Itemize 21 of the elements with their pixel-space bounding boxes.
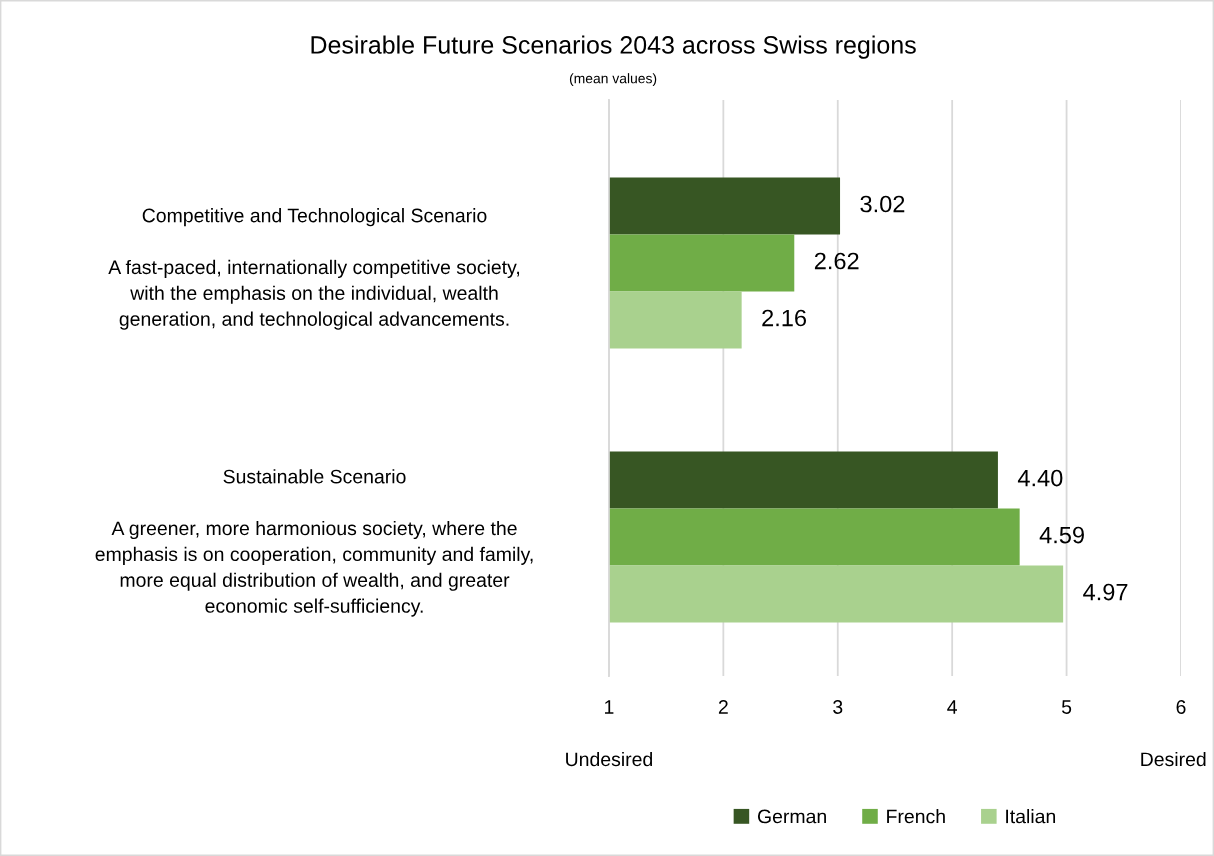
x-tick-label: 3 (833, 700, 843, 714)
data-label: 3.02 (860, 195, 905, 213)
category-label: Sustainable Scenario A greener, more harmonious society, where the emphasis is on cooperation, community and family, more equal distribution of wealth, and greater economic self-sufficiency. (95, 469, 533, 617)
chart-title: Desirable Future Scenarios 2043 across Swiss regions (311, 35, 916, 59)
text: Undesired (566, 751, 653, 767)
legend-label: Italian (1006, 809, 1056, 824)
data-label: 2.16 (762, 309, 807, 327)
chart-subtitle: (mean values) (569, 73, 657, 87)
data-label: 4.59 (1039, 526, 1084, 544)
data-label: 4.97 (1083, 583, 1128, 601)
data-label: 2.62 (814, 252, 859, 270)
text: Desired (1141, 751, 1206, 767)
x-tick-label: 4 (947, 700, 957, 714)
category-label: Competitive and Technological Scenario A fast-paced, internationally competitive society, with the emphasis on the individual, wealth generation, and technological advancements. (108, 208, 520, 330)
x-tick-label: 1 (605, 700, 614, 714)
legend-label: German (757, 809, 826, 824)
x-tick-label: 6 (1176, 700, 1186, 714)
data-label: 4.40 (1017, 469, 1063, 487)
legend-label: French (887, 809, 945, 824)
x-tick-label: 5 (1061, 700, 1072, 714)
x-tick-label: 2 (718, 700, 728, 714)
